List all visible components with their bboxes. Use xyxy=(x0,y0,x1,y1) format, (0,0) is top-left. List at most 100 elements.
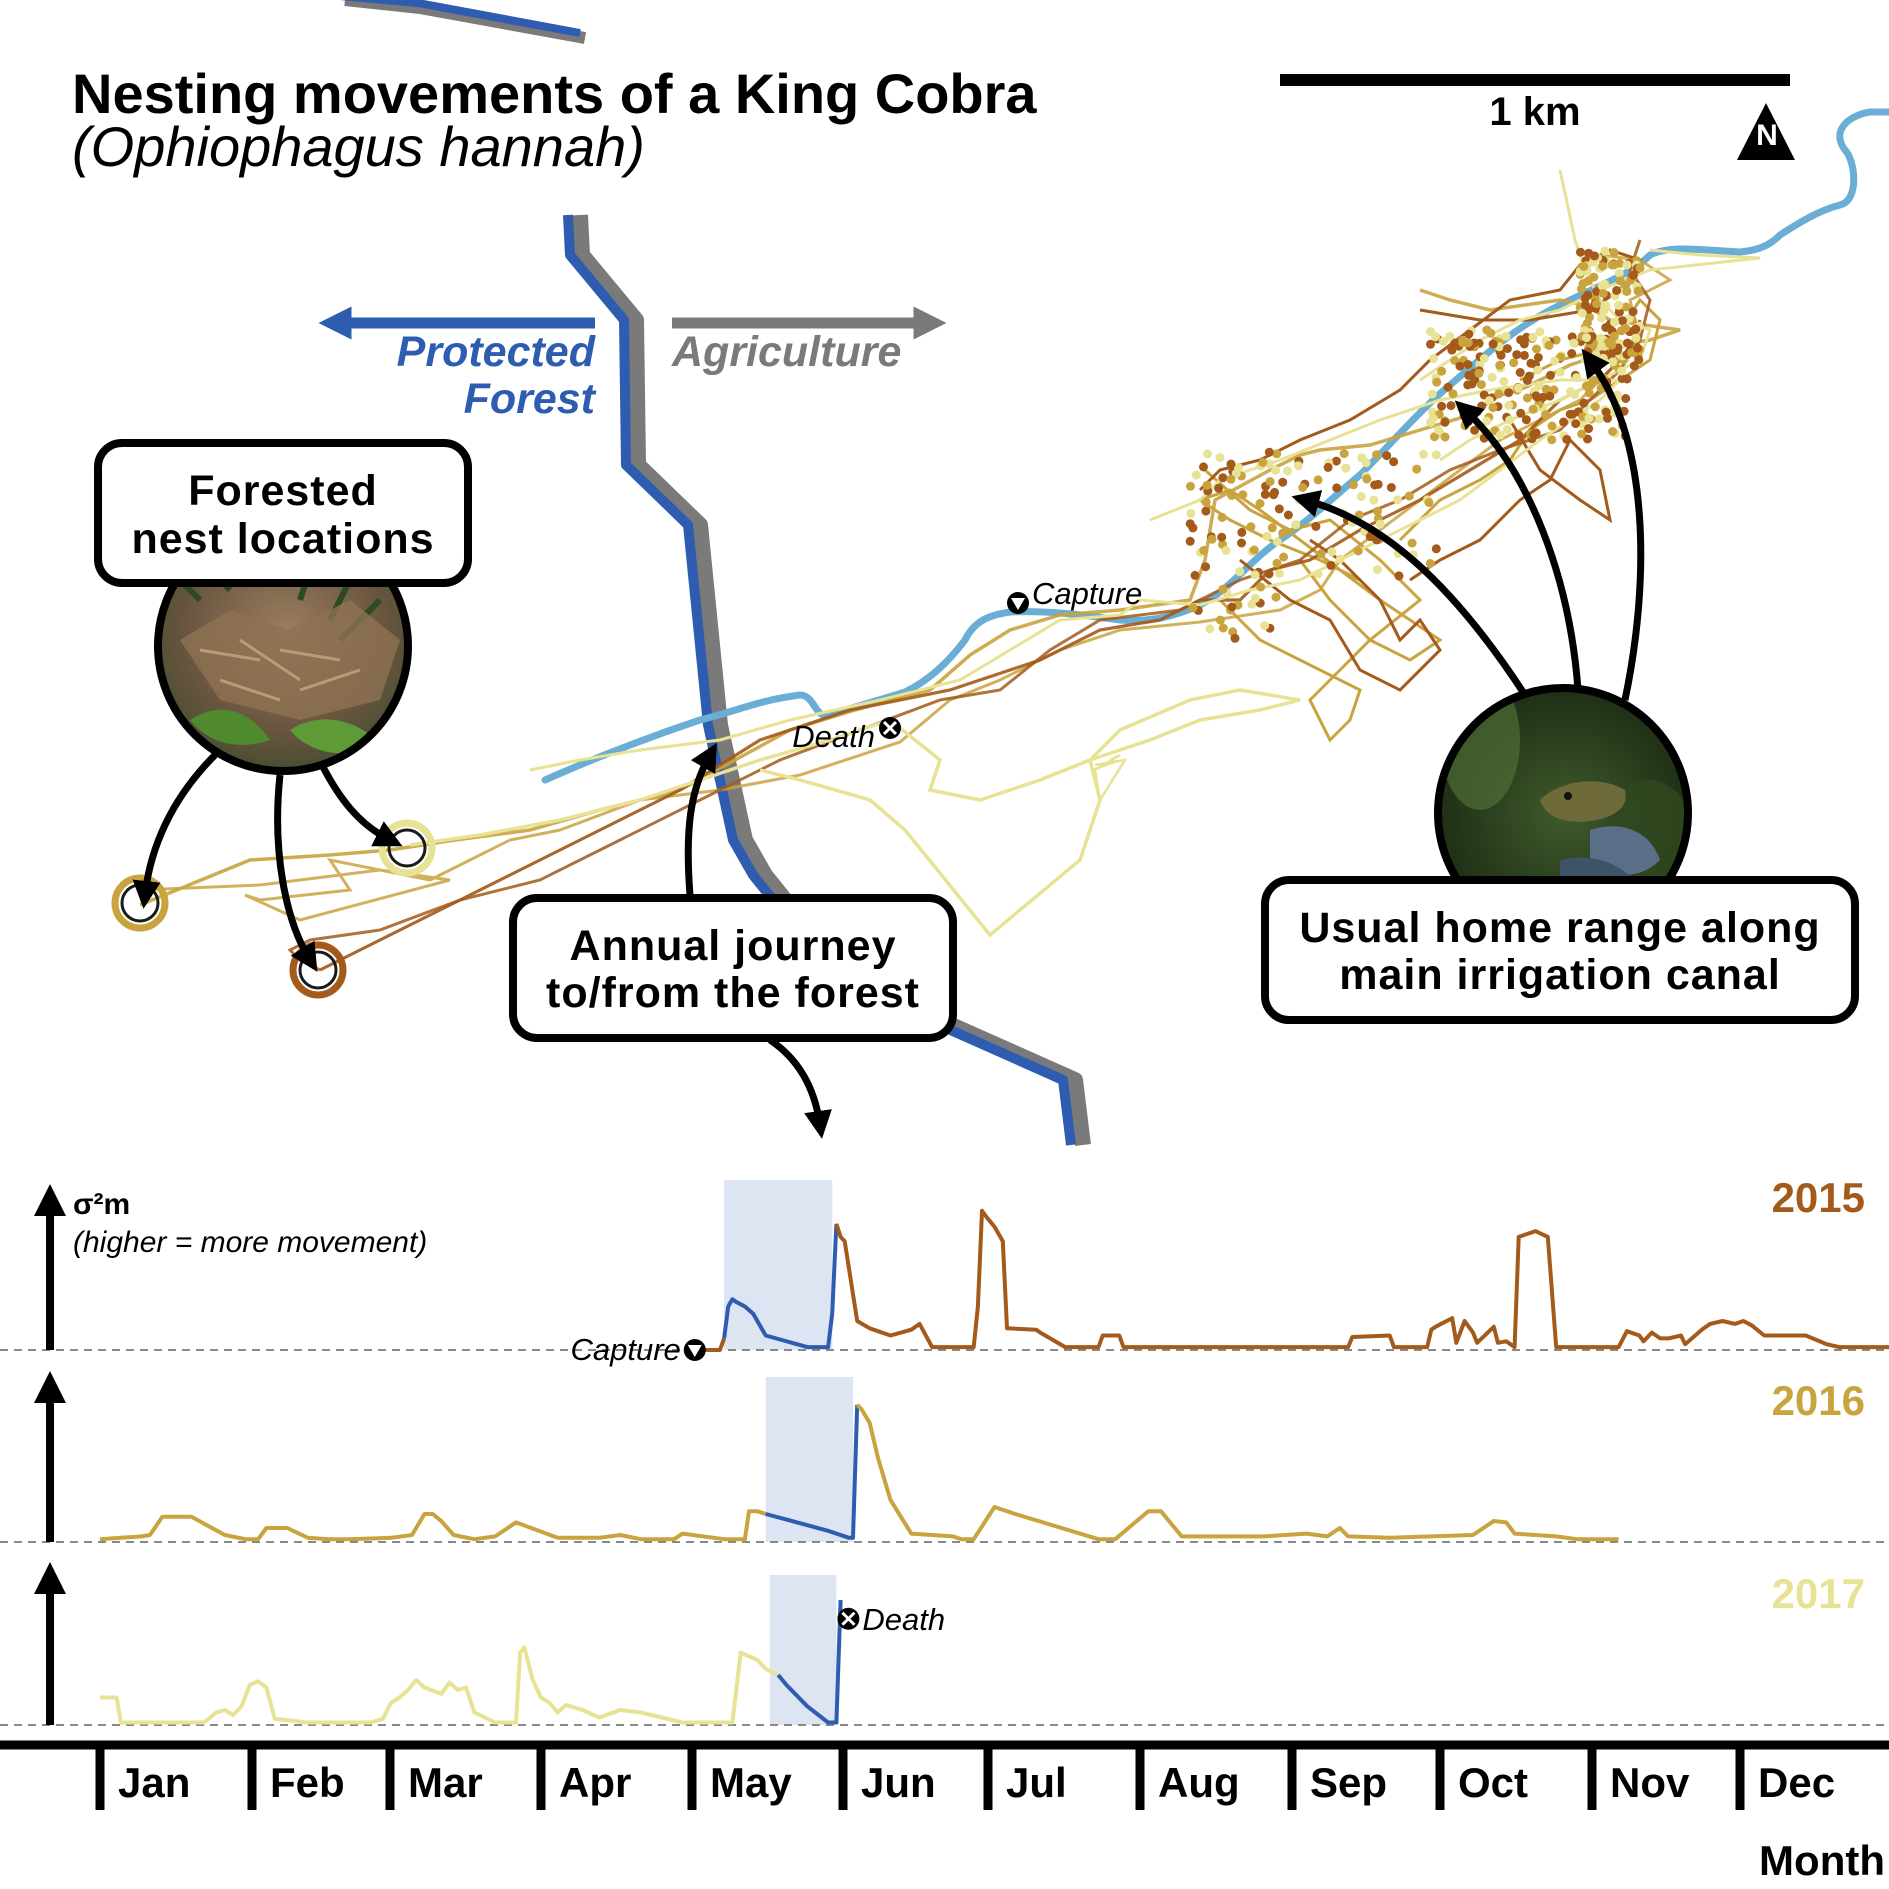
home-range-point xyxy=(1230,633,1240,643)
home-range-point xyxy=(1447,345,1457,355)
home-range-point xyxy=(1567,349,1577,358)
home-range-point xyxy=(1631,333,1641,343)
home-range-point xyxy=(1610,317,1619,327)
north-label: N xyxy=(1756,119,1778,152)
home-range-point xyxy=(1226,474,1236,484)
home-range-point xyxy=(1529,429,1539,439)
home-range-point xyxy=(1583,290,1593,300)
home-range-point xyxy=(1404,491,1414,501)
nest-callout: Forested nest locations xyxy=(94,439,472,972)
home-range-point xyxy=(1547,421,1557,431)
home-range-point xyxy=(1443,382,1453,392)
home-range-point xyxy=(1185,536,1195,546)
home-range-point xyxy=(1316,549,1326,559)
home-range-point xyxy=(1456,403,1466,413)
home-range-point xyxy=(1214,483,1224,493)
home-range-point xyxy=(1501,331,1511,341)
home-range-point xyxy=(1440,432,1450,442)
home-range-point xyxy=(1615,258,1625,268)
home-range-point xyxy=(1608,357,1618,367)
x-tick-label-Sep: Sep xyxy=(1310,1759,1387,1806)
home-range-point xyxy=(1311,521,1321,531)
home-range-point xyxy=(1250,593,1260,603)
home-range-point xyxy=(1463,360,1473,369)
home-range-point xyxy=(1499,376,1509,386)
home-range-point xyxy=(1382,451,1392,461)
boundary-fragment xyxy=(344,0,587,44)
home-range-point xyxy=(1544,340,1554,350)
series-line-2015 xyxy=(722,1223,839,1350)
home-range-point xyxy=(1608,427,1618,436)
home-range-point xyxy=(1635,263,1645,273)
home-range-point xyxy=(1495,360,1505,370)
home-range-point xyxy=(1430,432,1439,442)
y-axis-title: σ²m xyxy=(73,1188,130,1221)
home-range-point xyxy=(1597,313,1607,323)
home-range-point xyxy=(1541,410,1550,420)
nest-callout-line2: nest locations xyxy=(131,515,434,563)
home-range-point xyxy=(1426,339,1435,349)
home-range-point xyxy=(1617,374,1627,384)
year-label-2015: 2015 xyxy=(1772,1174,1865,1221)
home-range-point xyxy=(1488,339,1498,349)
home-range-point xyxy=(1431,450,1441,460)
x-tick-label-Nov: Nov xyxy=(1610,1759,1690,1806)
home-range-point xyxy=(1598,289,1608,298)
home-range-point xyxy=(1596,333,1606,343)
chart-death-marker: Death xyxy=(837,1602,945,1637)
home-range-point xyxy=(1357,453,1367,463)
home-range-point xyxy=(1623,338,1632,348)
home-range-point xyxy=(1516,408,1526,418)
home-range-point xyxy=(1541,384,1551,394)
home-range-point xyxy=(1512,350,1522,360)
home-range-point xyxy=(1199,545,1209,555)
home-range-point xyxy=(1522,393,1532,403)
home-range-point xyxy=(1532,344,1541,354)
home-range-point xyxy=(1583,434,1592,444)
x-tick-label-Jan: Jan xyxy=(118,1759,190,1806)
map-panel: Capture Death Protected Forest Agricultu… xyxy=(72,0,1889,1146)
home-range-point xyxy=(1226,459,1236,469)
home-range-point xyxy=(1598,261,1608,271)
home-range-point xyxy=(1375,519,1385,529)
map-death-marker: Death xyxy=(792,717,901,754)
home-range-point xyxy=(1580,300,1590,310)
home-range-point xyxy=(1353,546,1363,556)
journey-callout: Annual journey to/from the forest xyxy=(509,742,957,1139)
home-range-point xyxy=(1264,447,1274,457)
home-range-point xyxy=(1614,300,1624,310)
home-range-point xyxy=(1579,398,1589,408)
home-range-point xyxy=(1582,318,1592,328)
home-range-point xyxy=(1191,470,1201,480)
chart-capture-marker: Capture xyxy=(570,1332,706,1367)
agriculture-label: Agriculture xyxy=(671,328,901,376)
home-range-point xyxy=(1524,371,1534,381)
y-axis-note: (higher = more movement) xyxy=(73,1226,427,1259)
boundary-fragment-blue xyxy=(339,0,581,37)
home-range-point xyxy=(1545,391,1555,401)
home-range-point xyxy=(1335,554,1345,564)
home-range-point xyxy=(1487,372,1497,382)
home-range-point xyxy=(1272,537,1282,547)
north-arrow-icon: N xyxy=(1737,103,1795,160)
home-range-point xyxy=(1603,413,1612,423)
chart-capture-label: Capture xyxy=(570,1332,680,1367)
home-range-point xyxy=(1533,392,1542,402)
x-tick-label-May: May xyxy=(710,1759,792,1806)
home-range-point xyxy=(1519,350,1529,360)
home-range-point xyxy=(1476,380,1486,390)
home-range-point xyxy=(1279,552,1289,562)
home-range-point xyxy=(1614,307,1624,317)
home-range-point xyxy=(1231,468,1241,478)
home-range-point xyxy=(1463,380,1473,390)
home-range-point xyxy=(1579,261,1589,271)
home-range-point xyxy=(1621,302,1631,312)
home-range-point xyxy=(1629,361,1639,371)
home-range-point xyxy=(1584,424,1594,434)
x-tick-label-Dec: Dec xyxy=(1758,1759,1835,1806)
series-line-2016 xyxy=(99,1509,767,1542)
home-range-point xyxy=(1426,327,1435,336)
home-range-point xyxy=(1450,338,1460,348)
home-range-point xyxy=(1218,623,1228,633)
